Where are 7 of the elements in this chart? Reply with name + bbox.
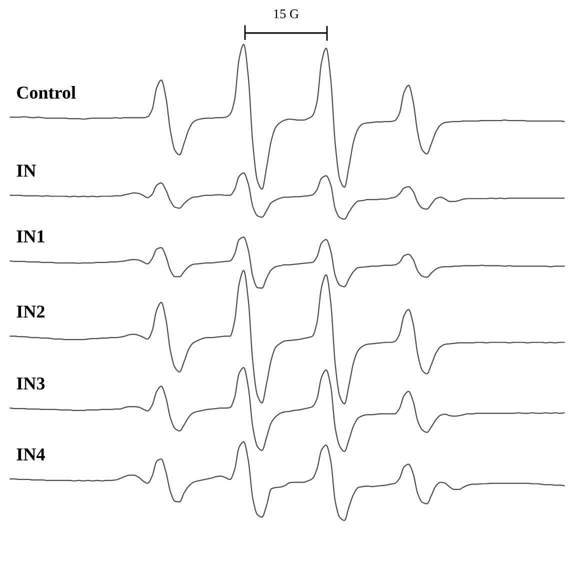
text: 15 G xyxy=(274,9,299,18)
series-label: IN xyxy=(16,164,36,177)
series-label: IN4 xyxy=(16,448,45,460)
series-label: IN3 xyxy=(16,377,45,390)
series-label: IN1 xyxy=(16,230,44,242)
series-label: IN2 xyxy=(16,306,44,318)
series-label: Control xyxy=(17,86,76,99)
